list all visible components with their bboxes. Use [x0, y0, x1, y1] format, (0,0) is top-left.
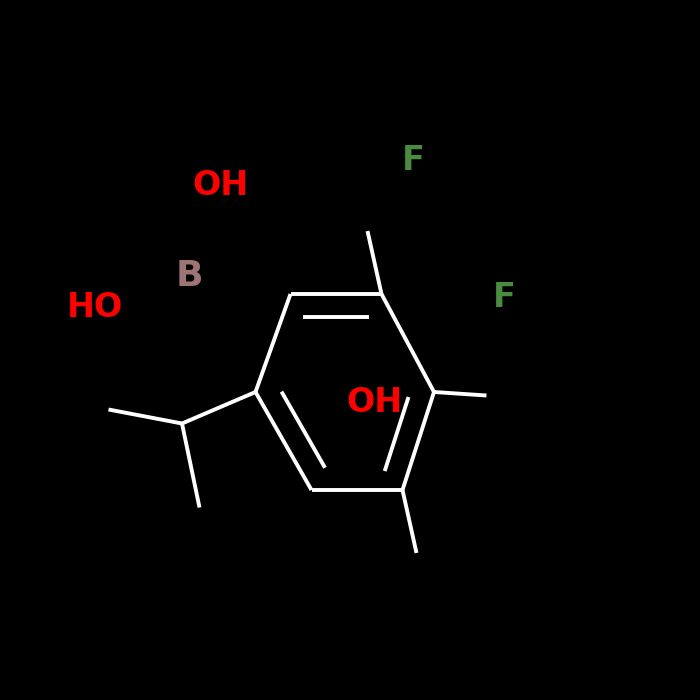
- Text: B: B: [175, 260, 203, 293]
- Text: F: F: [402, 144, 424, 178]
- Text: OH: OH: [346, 386, 402, 419]
- Text: F: F: [493, 281, 515, 314]
- Text: OH: OH: [193, 169, 248, 202]
- Text: HO: HO: [66, 291, 122, 325]
